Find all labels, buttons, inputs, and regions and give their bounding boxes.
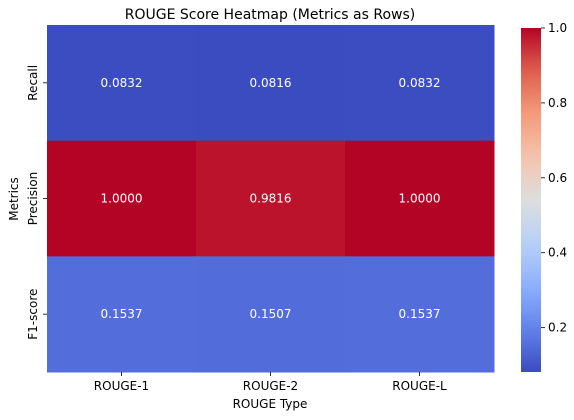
x-axis-ticks: ROUGE-1 ROUGE-2 ROUGE-L [94,372,447,393]
cell-value-label: 0.0832 [399,76,441,90]
chart-title: ROUGE Score Heatmap (Metrics as Rows) [125,7,416,23]
colorbar-tick-label: 0.4 [548,246,567,260]
y-axis-label: Metrics [7,177,21,221]
x-axis-label: ROUGE Type [233,397,308,411]
colorbar [521,28,541,372]
cell-value-label: 0.1537 [399,307,441,321]
y-tick-label: F1-score [26,289,40,340]
colorbar-tick-label: 0.2 [548,321,567,335]
x-tick-label: ROUGE-L [392,379,447,393]
colorbar-tick-label: 0.8 [548,96,567,110]
cell-value-label: 0.1507 [250,307,292,321]
colorbar-tick-label: 0.6 [548,171,567,185]
colorbar-ticks: 0.2 0.4 0.6 0.8 1.0 [541,21,567,335]
colorbar-tick-label: 1.0 [548,21,567,35]
cell-value-label: 0.9816 [250,192,292,206]
y-tick-label: Recall [26,65,40,101]
cell-value-label: 0.0832 [101,76,143,90]
cell-value-label: 1.0000 [399,192,441,206]
cell-value-label: 1.0000 [101,192,143,206]
y-axis-ticks: Recall Precision F1-score [26,65,47,340]
x-tick-label: ROUGE-2 [243,379,298,393]
x-tick-label: ROUGE-1 [94,379,149,393]
cell-value-label: 0.0816 [250,76,292,90]
y-tick-label: Precision [26,172,40,226]
cell-value-label: 0.1537 [101,307,143,321]
